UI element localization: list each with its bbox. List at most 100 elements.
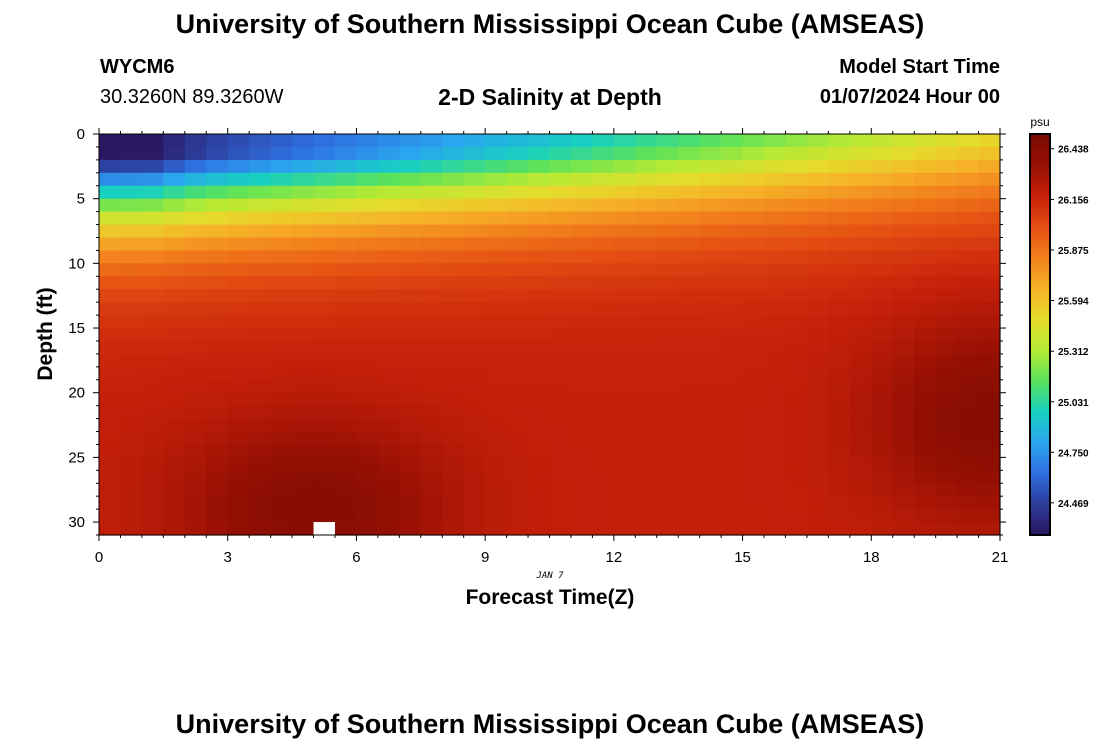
heatmap-cell <box>721 198 744 213</box>
heatmap-cell <box>184 483 207 497</box>
heatmap-cell <box>334 483 358 497</box>
heatmap-cell <box>99 509 122 523</box>
heatmap-cell <box>313 483 336 497</box>
heatmap-cell <box>420 522 443 536</box>
heatmap-cell <box>270 185 293 200</box>
heatmap-cell <box>871 431 894 446</box>
heatmap-cell <box>806 366 829 381</box>
heatmap-cell <box>849 198 872 213</box>
heatmap-cell <box>399 315 422 329</box>
heatmap-cell <box>227 444 250 458</box>
heatmap-cell <box>957 146 980 161</box>
heatmap-cell <box>978 315 1001 329</box>
heatmap-cell <box>377 418 400 433</box>
heatmap-cell <box>463 250 486 264</box>
heatmap-cell <box>377 250 400 264</box>
heatmap-cell <box>227 198 250 213</box>
heatmap-cell <box>785 237 808 252</box>
heatmap-cell <box>978 509 1001 523</box>
heatmap-cell <box>463 444 486 458</box>
heatmap-cell <box>935 405 958 420</box>
heatmap-cell <box>656 146 679 161</box>
heatmap-cell <box>592 185 615 200</box>
heatmap-cell <box>721 457 744 471</box>
heatmap-cell <box>592 418 615 433</box>
heatmap-cell <box>764 405 787 420</box>
heatmap-cell <box>334 457 358 471</box>
heatmap-cell <box>420 134 443 148</box>
heatmap-cell <box>957 250 980 264</box>
heatmap-cell <box>463 509 486 523</box>
heatmap-cell <box>227 237 250 252</box>
heatmap-cell <box>592 146 615 161</box>
heatmap-cell <box>184 263 207 277</box>
heatmap-cell <box>184 198 207 213</box>
heatmap-cell <box>892 211 915 226</box>
heatmap-cell <box>806 353 829 368</box>
heatmap-cell <box>699 496 722 510</box>
heatmap-cell <box>141 353 164 368</box>
heatmap-cell <box>785 379 808 394</box>
heatmap-cell <box>270 211 293 226</box>
heatmap-cell <box>420 211 443 226</box>
heatmap-cell <box>957 431 980 446</box>
heatmap-cell <box>206 263 229 277</box>
heatmap-cell <box>206 198 229 213</box>
heatmap-cell <box>742 276 765 290</box>
heatmap-cell <box>592 250 615 264</box>
heatmap-cell <box>914 418 937 433</box>
heatmap-cell <box>742 172 765 187</box>
heatmap-cell <box>141 470 164 484</box>
heatmap-cell <box>506 263 529 277</box>
heatmap-cell <box>806 237 829 252</box>
heatmap-cell <box>871 289 894 303</box>
heatmap-cell <box>935 224 958 239</box>
heatmap-cell <box>270 470 293 484</box>
heatmap-cell <box>806 276 829 290</box>
heatmap-cell <box>742 418 765 433</box>
heatmap-cell <box>99 134 122 148</box>
heatmap-cell <box>699 444 722 458</box>
heatmap-cell <box>485 522 508 536</box>
heatmap-cell <box>463 185 486 200</box>
heatmap-cell <box>120 340 143 355</box>
heatmap-cell <box>99 444 122 458</box>
heatmap-cell <box>184 444 207 458</box>
x-tick-label: 12 <box>606 549 623 566</box>
heatmap-cell <box>313 159 336 174</box>
heatmap-cell <box>463 379 486 394</box>
heatmap-cell <box>957 405 980 420</box>
heatmap-cell <box>420 418 443 433</box>
heatmap-cell <box>399 224 422 239</box>
heatmap-cell <box>399 340 422 355</box>
heatmap-cell <box>570 522 593 536</box>
heatmap-cell <box>528 198 551 213</box>
heatmap-cell <box>528 457 551 471</box>
heatmap-cell <box>549 353 572 368</box>
heatmap-cell <box>549 211 572 226</box>
heatmap-cell <box>570 405 593 420</box>
heatmap-cell <box>957 134 980 148</box>
heatmap-cell <box>656 379 679 394</box>
heatmap-cell <box>978 457 1001 471</box>
heatmap-cell <box>141 172 164 187</box>
heatmap-cell <box>420 289 443 303</box>
heatmap-cell <box>613 237 636 252</box>
heatmap-cell <box>377 431 400 446</box>
heatmap-cell <box>528 302 551 316</box>
heatmap-cell <box>528 250 551 264</box>
heatmap-cell <box>249 483 272 497</box>
heatmap-cell <box>592 392 615 407</box>
heatmap-cell <box>163 315 186 329</box>
heatmap-cell <box>420 263 443 277</box>
heatmap-cell <box>570 146 593 161</box>
heatmap-cell <box>785 496 808 510</box>
heatmap-cell <box>892 250 915 264</box>
heatmap-cell <box>163 211 186 226</box>
heatmap-cell <box>914 522 937 536</box>
heatmap-cell <box>957 470 980 484</box>
heatmap-cell <box>806 302 829 316</box>
heatmap-cell <box>377 224 400 239</box>
heatmap-cell <box>785 276 808 290</box>
heatmap-cell <box>678 379 701 394</box>
